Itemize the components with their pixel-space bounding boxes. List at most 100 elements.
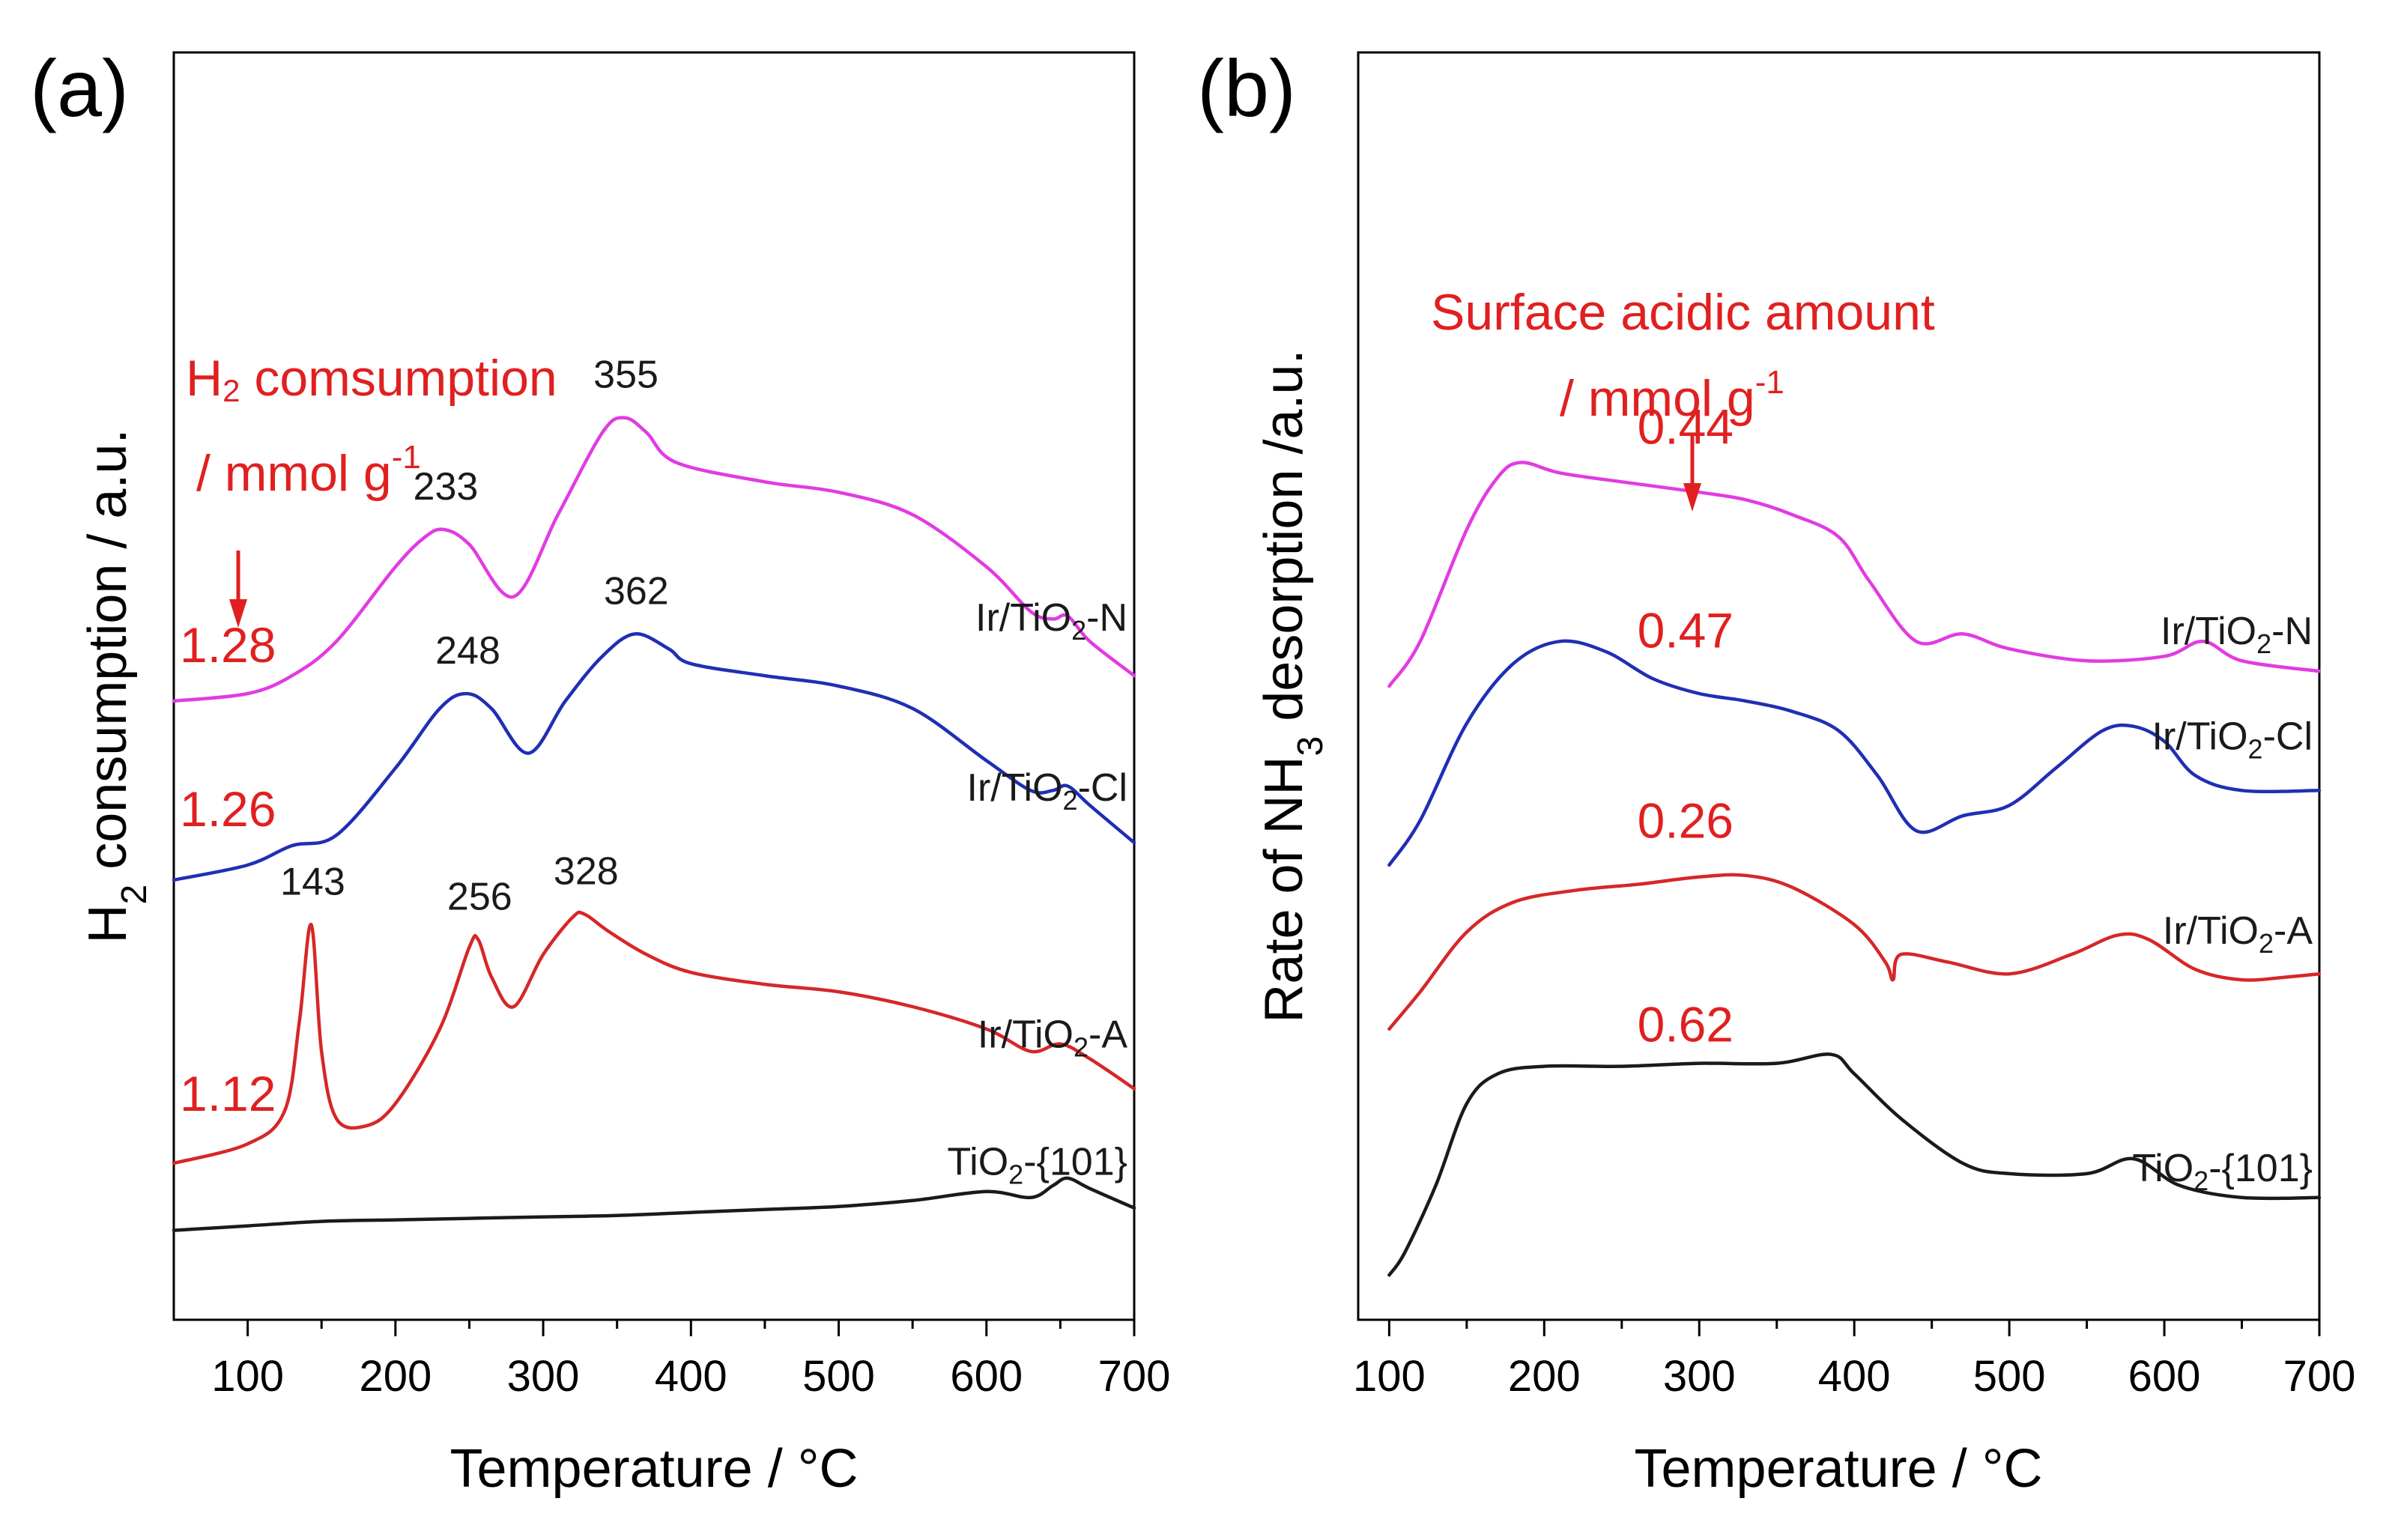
panel-b-x-tick-label: 400 xyxy=(1818,1352,1891,1401)
panel-a-plot-frame xyxy=(172,51,1136,1321)
panel-b-letter: (b) xyxy=(1197,43,1296,133)
panel-a-value-label-ir-tio2-a: 1.12 xyxy=(180,1066,276,1121)
panel-a-series-label-ir-tio2-a: Ir/TiO2-A xyxy=(978,1013,1127,1062)
panel-b-series-label-ir-tio2-cl: Ir/TiO2-Cl xyxy=(2152,715,2313,764)
panel-a-annotation-sub: 2 xyxy=(222,373,240,408)
panel-a-y-title-sub: 2 xyxy=(115,885,154,905)
panel-b-x-tick-label: 100 xyxy=(1353,1352,1426,1401)
panel-b-annotation-arrow xyxy=(1683,433,1701,512)
panel-a-series-ir-tio2-n xyxy=(172,416,1136,703)
panel-b-series-label-tio2-101: TiO2-{101} xyxy=(2132,1147,2313,1196)
series-label-sub: 2 xyxy=(1063,785,1078,816)
series-label-main: Ir/TiO xyxy=(2152,715,2248,758)
panel-b-value-label-ir-tio2-cl: 0.47 xyxy=(1638,602,1734,658)
series-label-rest: -{101} xyxy=(2208,1147,2313,1190)
panel-a-curves xyxy=(172,416,1136,1232)
panel-b-series-ir-tio2-n xyxy=(1387,461,2322,688)
panel-b-x-tick-label: 500 xyxy=(1973,1352,2046,1401)
panel-a-annotation-line1: H2 comsumption xyxy=(186,350,557,408)
series-label-sub: 2 xyxy=(2256,628,2271,659)
panel-b-labels: TiO2-{101}0.62Ir/TiO2-A0.26Ir/TiO2-Cl0.4… xyxy=(1638,398,2313,1195)
panel-a-x-tick-label: 600 xyxy=(950,1352,1023,1401)
panel-a-annotation-h: H xyxy=(186,350,222,407)
panel-b-annotation-line1: Surface acidic amount xyxy=(1431,284,1935,341)
panel-a-peak-label: 143 xyxy=(280,860,345,903)
series-label-rest: -N xyxy=(2271,610,2313,653)
series-label-sub: 2 xyxy=(1074,1031,1089,1062)
series-label-sub: 2 xyxy=(2248,733,2263,764)
panel-a-x-tick-label: 200 xyxy=(359,1352,432,1401)
series-label-main: Ir/TiO xyxy=(967,766,1063,810)
series-label-main: Ir/TiO xyxy=(975,596,1071,640)
panel-b-series-tio2-101 xyxy=(1387,1052,2322,1277)
panel-b-series-ir-tio2-cl xyxy=(1387,639,2322,867)
panel-a-series-ir-tio2-cl xyxy=(172,632,1136,882)
panel-a-value-label-ir-tio2-cl: 1.26 xyxy=(180,781,276,837)
panel-a-peak-label: 256 xyxy=(447,875,512,918)
panel-b-y-axis-title: Rate of NH3 desorption /a.u. xyxy=(1254,349,1330,1022)
panel-a-series-label-ir-tio2-n: Ir/TiO2-N xyxy=(975,596,1127,646)
panel-a-series-ir-tio2-a xyxy=(172,910,1136,1165)
panel-b-annotation-sup: -1 xyxy=(1755,364,1784,401)
panel-a-x-axis-title: Temperature / °C xyxy=(450,1439,859,1499)
series-label-rest: -Cl xyxy=(1078,766,1127,810)
panel-b-y-title-a: Rate of NH xyxy=(1254,756,1314,1022)
panel-a: (a) 100 200 300 400 500 600 700 Temperature / … xyxy=(30,43,1170,1499)
series-label-main: TiO xyxy=(947,1141,1008,1184)
series-label-sub: 2 xyxy=(2193,1165,2208,1196)
panel-a-x-tick-label: 500 xyxy=(802,1352,875,1401)
series-label-main: Ir/TiO xyxy=(978,1013,1074,1056)
panel-a-annotation-line2: / mmol g-1 xyxy=(196,439,421,502)
panel-b: (b) 100 200 300 400 500 600 700 Temperature / … xyxy=(1197,43,2355,1499)
panel-a-peak-label: 362 xyxy=(604,569,669,613)
panel-b-series-label-ir-tio2-a: Ir/TiO2-A xyxy=(2163,909,2313,959)
panel-a-y-title-rest: consumption / a.u. xyxy=(78,428,138,884)
panel-a-x-tick-label: 400 xyxy=(655,1352,727,1401)
series-label-rest: -A xyxy=(1089,1013,1127,1056)
series-label-rest: -A xyxy=(2274,909,2313,953)
panel-a-value-label-ir-tio2-n: 1.28 xyxy=(180,617,276,673)
panel-b-curves xyxy=(1387,461,2322,1277)
panel-a-peak-label: 355 xyxy=(593,354,658,397)
panel-b-annotation-unit: / mmol g xyxy=(1560,370,1755,427)
panel-b-y-title-b: desorption /a.u. xyxy=(1254,349,1314,736)
series-label-main: Ir/TiO xyxy=(2161,610,2256,653)
panel-a-y-axis-title: H2 consumption / a.u. xyxy=(78,428,154,943)
panel-a-arrow-head xyxy=(229,599,247,628)
panel-a-annotation-sup: -1 xyxy=(392,439,421,476)
panel-a-x-tick-label: 300 xyxy=(507,1352,580,1401)
panel-b-x-axis: 100 200 300 400 500 600 700 xyxy=(1353,1320,2355,1401)
series-label-rest: -{101} xyxy=(1023,1141,1127,1184)
panel-b-value-label-ir-tio2-n: 0.44 xyxy=(1638,398,1734,454)
panel-a-annotation-arrow xyxy=(229,551,247,628)
panel-b-arrow-head xyxy=(1683,483,1701,512)
panel-a-x-axis: 100 200 300 400 500 600 700 xyxy=(211,1320,1170,1401)
panel-b-plot-frame xyxy=(1357,51,2321,1321)
panel-b-x-axis-title: Temperature / °C xyxy=(1635,1439,2043,1499)
panel-b-value-label-ir-tio2-a: 0.26 xyxy=(1638,792,1734,848)
panel-b-x-tick-label: 600 xyxy=(2128,1352,2201,1401)
panel-a-letter: (a) xyxy=(30,43,129,133)
panel-a-series-label-tio2-101: TiO2-{101} xyxy=(947,1141,1127,1190)
series-label-rest: -N xyxy=(1086,596,1127,640)
series-label-main: Ir/TiO xyxy=(2163,909,2259,953)
panel-a-y-title-h: H xyxy=(78,905,138,944)
panel-b-y-title-sub: 3 xyxy=(1291,736,1330,757)
panel-b-x-tick-label: 300 xyxy=(1663,1352,1736,1401)
panel-b-annotation-line2: / mmol g-1 xyxy=(1560,364,1784,427)
panel-a-annotation-rest: comsumption xyxy=(240,350,557,407)
panel-a-peak-label: 328 xyxy=(554,850,619,894)
panel-b-value-label-tio2-101: 0.62 xyxy=(1638,996,1734,1052)
series-label-sub: 2 xyxy=(2259,928,2274,959)
panel-a-x-tick-label: 700 xyxy=(1098,1352,1171,1401)
panel-a-series-tio2-101 xyxy=(172,1176,1136,1232)
panel-a-peak-label: 233 xyxy=(414,465,479,509)
series-label-sub: 2 xyxy=(1008,1159,1023,1190)
panel-b-x-tick-label: 700 xyxy=(2283,1352,2356,1401)
series-label-main: TiO xyxy=(2132,1147,2193,1190)
panel-b-series-ir-tio2-a xyxy=(1387,873,2322,1031)
panel-a-annotation-unit: / mmol g xyxy=(196,445,392,502)
panel-b-series-label-ir-tio2-n: Ir/TiO2-N xyxy=(2161,610,2313,659)
